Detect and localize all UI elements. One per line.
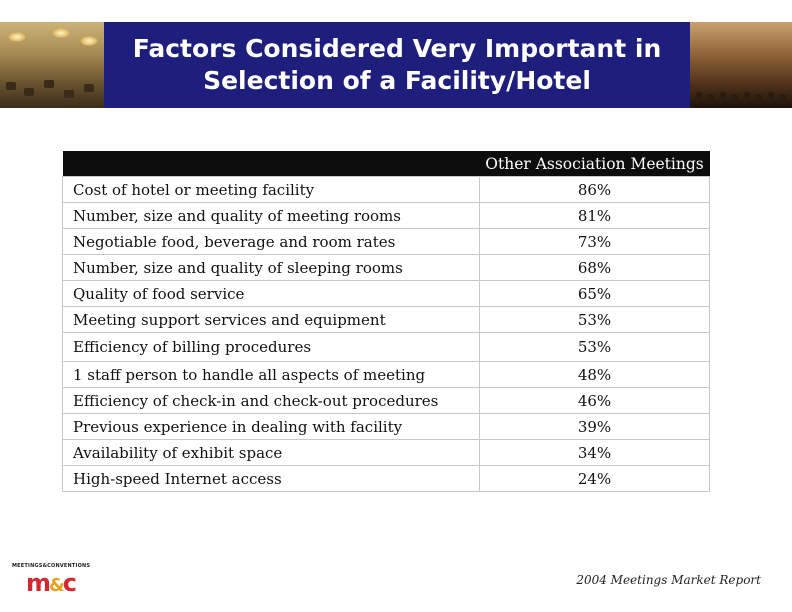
table-header-row: Other Association Meetings — [62, 151, 710, 177]
percent-cell: 68% — [479, 254, 710, 281]
table-row: 1 staff person to handle all aspects of … — [62, 361, 710, 388]
chair-icon — [6, 82, 16, 90]
header-band — [0, 22, 792, 108]
table-row: High-speed Internet access 24% — [62, 465, 710, 492]
table-row: Negotiable food, beverage and room rates… — [62, 228, 710, 255]
page-title-line-1: Factors Considered Very Important in — [132, 34, 662, 63]
chandelier-icon — [80, 36, 98, 46]
chair-icon — [84, 84, 94, 92]
chandelier-icon — [52, 28, 70, 38]
factor-cell: Efficiency of check-in and check-out pro… — [62, 387, 480, 414]
footer-source: 2004 Meetings Market Report — [576, 573, 761, 587]
percent-cell: 65% — [479, 280, 710, 307]
percent-cell: 24% — [479, 465, 710, 492]
logo-mark-c: c — [62, 569, 77, 597]
chair-icon — [24, 88, 34, 96]
percent-cell: 46% — [479, 387, 710, 414]
factor-cell: 1 staff person to handle all aspects of … — [62, 361, 480, 388]
table-row: Previous experience in dealing with faci… — [62, 413, 710, 440]
percent-cell: 73% — [479, 228, 710, 255]
table-row: Number, size and quality of meeting room… — [62, 202, 710, 229]
factor-cell: High-speed Internet access — [62, 465, 480, 492]
ballroom-photo-left — [0, 22, 104, 108]
percent-cell: 81% — [479, 202, 710, 229]
column-header: Other Association Meetings — [479, 151, 710, 177]
table-row: Efficiency of check-in and check-out pro… — [62, 387, 710, 414]
logo-mark-amp: & — [49, 575, 65, 596]
auditorium-photo-right — [690, 22, 792, 108]
page-title: Factors Considered Very Important in Sel… — [104, 22, 690, 108]
seat-icon — [708, 94, 714, 100]
percent-cell: 86% — [479, 176, 710, 203]
table-row: Number, size and quality of sleeping roo… — [62, 254, 710, 281]
logo-mark-m: m — [26, 569, 51, 597]
seat-icon — [744, 92, 750, 98]
mc-logo: MEETINGS&CONVENTIONS m&c — [12, 563, 92, 597]
table-row: Meeting support services and equipment 5… — [62, 306, 710, 333]
factor-cell: Meeting support services and equipment — [62, 306, 480, 333]
percent-cell: 34% — [479, 439, 710, 466]
factor-cell: Number, size and quality of meeting room… — [62, 202, 480, 229]
seat-icon — [756, 94, 762, 100]
factor-cell: Quality of food service — [62, 280, 480, 307]
percent-cell: 53% — [479, 306, 710, 333]
seat-icon — [720, 92, 726, 98]
chair-icon — [44, 80, 54, 88]
factors-table: Other Association Meetings Cost of hotel… — [62, 151, 710, 492]
table-header-blank — [62, 151, 480, 177]
seat-icon — [780, 94, 786, 100]
logo-tagline: MEETINGS&CONVENTIONS — [12, 563, 91, 569]
seat-icon — [732, 94, 738, 100]
percent-cell: 39% — [479, 413, 710, 440]
logo-mark: m&c — [26, 569, 77, 597]
chair-icon — [64, 90, 74, 98]
page-title-line-2: Selection of a Facility/Hotel — [203, 66, 591, 95]
table-row: Quality of food service 65% — [62, 280, 710, 307]
factor-cell: Efficiency of billing procedures — [62, 332, 480, 362]
seat-icon — [696, 92, 702, 98]
chandelier-icon — [8, 32, 26, 42]
factor-cell: Previous experience in dealing with faci… — [62, 413, 480, 440]
table-row: Efficiency of billing procedures 53% — [62, 332, 710, 362]
seat-icon — [768, 92, 774, 98]
factor-cell: Number, size and quality of sleeping roo… — [62, 254, 480, 281]
percent-cell: 48% — [479, 361, 710, 388]
table-row: Availability of exhibit space 34% — [62, 439, 710, 466]
factor-cell: Availability of exhibit space — [62, 439, 480, 466]
factor-cell: Cost of hotel or meeting facility — [62, 176, 480, 203]
factor-cell: Negotiable food, beverage and room rates — [62, 228, 480, 255]
percent-cell: 53% — [479, 332, 710, 362]
table-row: Cost of hotel or meeting facility 86% — [62, 176, 710, 203]
